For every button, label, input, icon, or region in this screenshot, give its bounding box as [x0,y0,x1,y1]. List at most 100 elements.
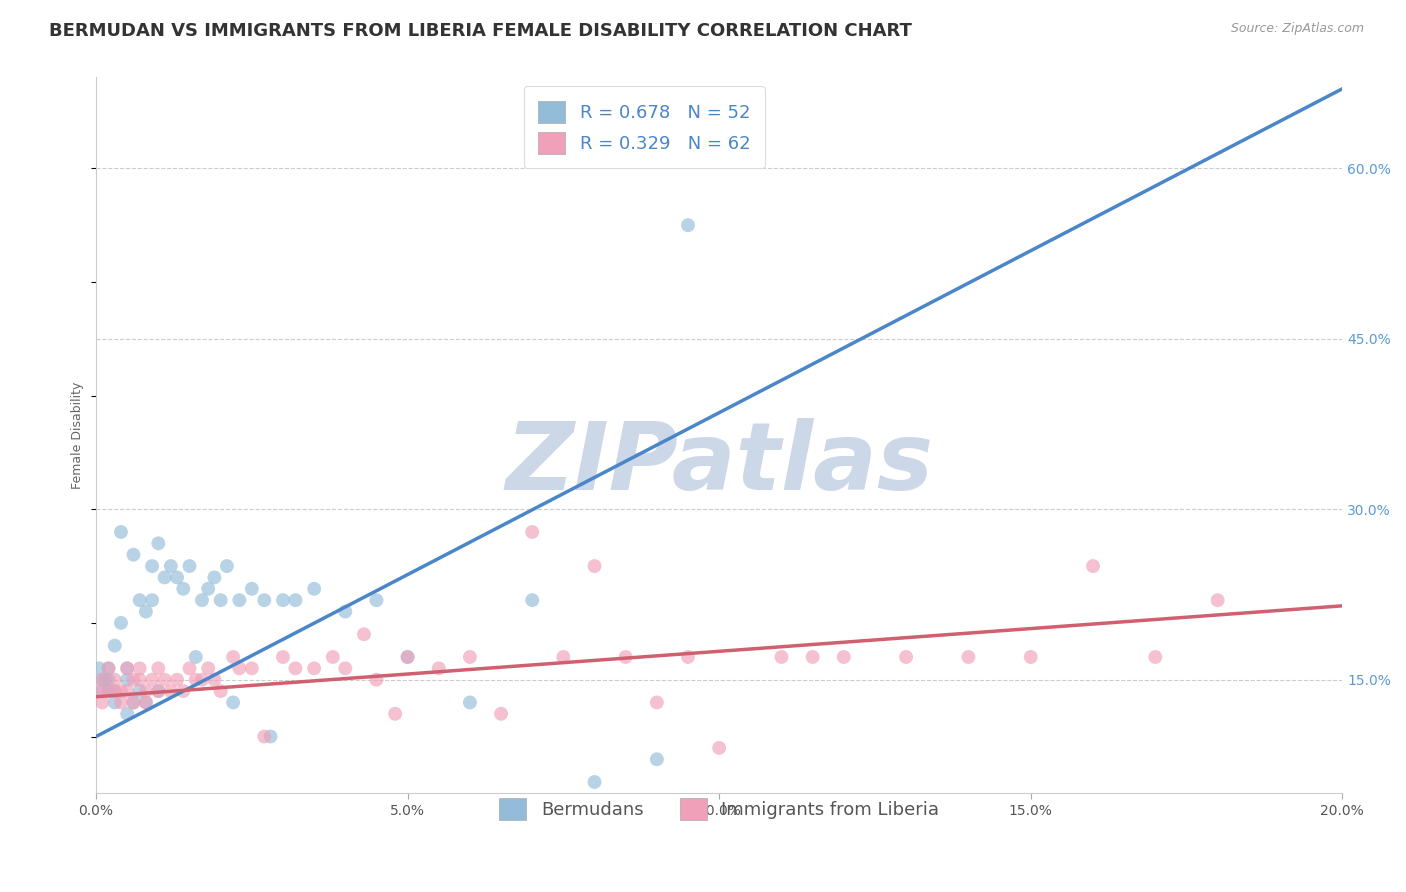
Point [384,706,406,721]
Point [458,650,481,665]
Point [91,695,114,709]
Point [135,684,157,698]
Point [104,673,127,687]
Point [259,730,281,744]
Point [148,684,170,698]
Point [128,661,150,675]
Point [110,695,132,709]
Point [104,639,127,653]
Point [522,593,544,607]
Point [191,593,214,607]
Point [645,752,668,766]
Point [197,582,219,596]
Point [396,650,419,665]
Point [115,673,138,687]
Point [115,661,138,675]
Point [489,706,512,721]
Point [172,684,194,698]
Point [91,684,114,698]
Point [770,650,793,665]
Legend: Bermudans, Immigrants from Liberia: Bermudans, Immigrants from Liberia [485,783,953,834]
Point [91,673,114,687]
Point [253,730,276,744]
Point [353,627,375,641]
Point [115,661,138,675]
Point [148,684,170,698]
Point [583,559,606,574]
Point [204,570,226,584]
Point [271,593,294,607]
Y-axis label: Female Disability: Female Disability [72,382,84,489]
Point [141,593,163,607]
Point [707,740,730,755]
Point [128,684,150,698]
Point [97,684,120,698]
Point [522,524,544,539]
Point [122,695,145,709]
Point [97,673,120,687]
Point [1144,650,1167,665]
Point [166,570,188,584]
Point [302,582,325,596]
Point [302,661,325,675]
Point [215,559,238,574]
Point [91,673,114,687]
Point [209,593,232,607]
Point [801,650,824,665]
Point [115,706,138,721]
Point [89,661,111,675]
Point [172,582,194,596]
Point [458,695,481,709]
Point [676,218,699,232]
Point [104,695,127,709]
Point [159,684,181,698]
Point [94,673,117,687]
Point [553,650,575,665]
Point [104,684,127,698]
Point [222,650,245,665]
Point [583,775,606,789]
Text: ZIPatlas: ZIPatlas [505,418,934,510]
Point [427,661,450,675]
Point [366,593,388,607]
Point [1019,650,1042,665]
Point [179,661,201,675]
Point [184,650,207,665]
Point [110,684,132,698]
Point [284,593,307,607]
Point [166,673,188,687]
Point [104,684,127,698]
Point [894,650,917,665]
Point [228,661,250,675]
Point [284,661,307,675]
Point [209,684,232,698]
Point [253,593,276,607]
Point [832,650,855,665]
Point [122,548,145,562]
Point [366,673,388,687]
Point [122,673,145,687]
Point [645,695,668,709]
Point [1081,559,1104,574]
Point [222,695,245,709]
Text: BERMUDAN VS IMMIGRANTS FROM LIBERIA FEMALE DISABILITY CORRELATION CHART: BERMUDAN VS IMMIGRANTS FROM LIBERIA FEMA… [49,22,912,40]
Point [135,605,157,619]
Point [128,673,150,687]
Point [271,650,294,665]
Point [97,661,120,675]
Point [159,559,181,574]
Point [153,673,176,687]
Point [148,536,170,550]
Point [128,593,150,607]
Point [141,673,163,687]
Point [957,650,980,665]
Text: Source: ZipAtlas.com: Source: ZipAtlas.com [1230,22,1364,36]
Point [676,650,699,665]
Point [89,684,111,698]
Point [204,673,226,687]
Point [179,559,201,574]
Point [135,695,157,709]
Point [184,673,207,687]
Point [335,605,357,619]
Point [122,695,145,709]
